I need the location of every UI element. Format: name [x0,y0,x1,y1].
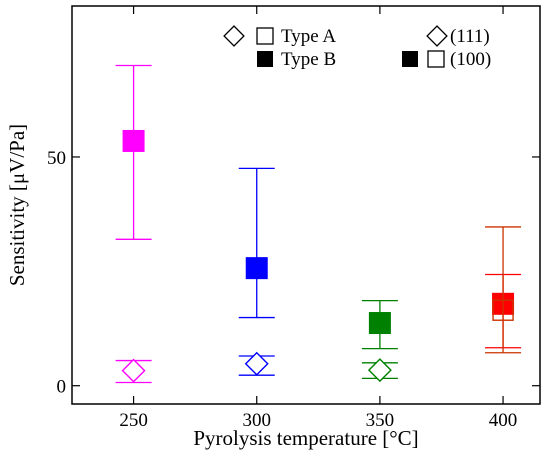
open-square-marker [492,299,514,321]
legend-open-square-marker [256,27,274,45]
filled-square-marker [368,312,391,335]
data-point-A300 [238,351,275,376]
data-point-B350 [361,299,398,350]
legend-111-label: (111) [450,26,490,47]
open-diamond-marker [121,358,146,383]
legend-filled-square-marker [257,51,273,67]
legend-filled-square-marker-2 [402,51,418,67]
legend-open-diamond-marker [223,25,245,47]
filled-square-marker [245,257,268,280]
data-point-A400_100 [485,226,522,354]
data-point-A350 [361,358,398,383]
y-axis-title: Sensitivity [μV/Pa] [5,124,29,286]
x-tick-label: 350 [366,410,395,431]
legend-open-square-marker-2 [427,50,445,68]
x-axis-ticks: 250 300 350 400 [119,6,517,431]
x-axis-title: Pyrolysis temperature [°C] [193,426,418,450]
open-diamond-marker [367,358,392,383]
data-point-A250 [115,358,152,384]
data-marks [115,64,522,384]
data-point-B300 [238,167,275,319]
legend: Type A Type B (111) (100) [223,25,491,70]
open-diamond-marker [244,351,269,376]
plot-area-frame [71,5,541,405]
y-tick-label: 50 [47,148,66,169]
x-tick-label: 250 [119,410,148,431]
filled-square-marker [122,129,145,152]
data-point-B250 [115,64,152,240]
y-tick-label: 0 [57,377,67,398]
legend-100-label: (100) [450,49,491,70]
x-tick-label: 300 [242,410,271,431]
legend-type-a-label: Type A [281,26,336,47]
y-axis-ticks: 0 50 [47,148,540,398]
legend-open-diamond-marker-2 [426,25,448,47]
x-tick-label: 400 [489,410,518,431]
legend-type-b-label: Type B [281,49,336,70]
